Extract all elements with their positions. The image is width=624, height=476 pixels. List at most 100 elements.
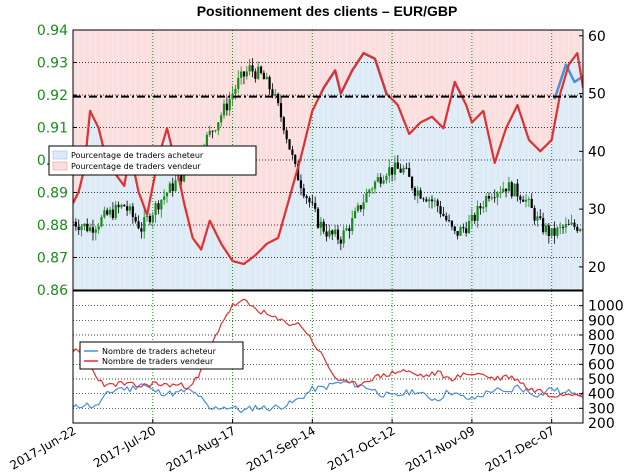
x-tick-label: 2017-Jul-20 xyxy=(91,423,158,470)
candle-body xyxy=(288,139,291,150)
candle-body xyxy=(396,162,399,169)
candle-body xyxy=(268,76,271,90)
candle-body xyxy=(279,103,283,118)
candle-body xyxy=(242,71,246,77)
candle-body xyxy=(126,206,129,211)
candle-body xyxy=(291,149,294,155)
candle-body xyxy=(499,191,502,193)
candle-body xyxy=(393,162,397,175)
candle-body xyxy=(106,210,109,215)
candle-body xyxy=(547,225,550,236)
candle-body xyxy=(399,168,402,173)
candle-body xyxy=(336,229,340,240)
candle-body xyxy=(148,215,152,223)
candle-body xyxy=(379,177,382,184)
candle-body xyxy=(134,216,137,222)
x-tick-label: 2017-Jun-22 xyxy=(8,423,79,472)
count-tick-label: 600 xyxy=(588,357,615,373)
count-tick-label: 900 xyxy=(588,313,615,329)
price-tick-label: 0.88 xyxy=(37,218,68,234)
price-tick-label: 0.92 xyxy=(37,88,68,104)
candle-body xyxy=(476,206,479,221)
candle-body xyxy=(174,180,177,192)
candle-body xyxy=(487,196,491,199)
candle-body xyxy=(559,226,562,228)
candle-body xyxy=(157,203,160,210)
candle-body xyxy=(103,210,106,218)
candle-body xyxy=(425,199,428,202)
candle-body xyxy=(248,65,251,72)
count-tick-label: 400 xyxy=(588,387,615,403)
candle-body xyxy=(522,199,525,202)
candle-body xyxy=(168,183,171,193)
candle-body xyxy=(325,231,328,237)
candle-body xyxy=(402,167,405,173)
candle-body xyxy=(220,115,223,123)
candle-body xyxy=(299,180,303,189)
candle-body xyxy=(180,174,183,182)
candle-body xyxy=(391,167,394,175)
candle-body xyxy=(114,204,117,219)
candle-body xyxy=(77,226,80,231)
candle-body xyxy=(530,198,533,208)
buyer-count-line xyxy=(73,380,583,414)
candle-body xyxy=(319,221,322,228)
candle-body xyxy=(553,228,556,236)
candle-body xyxy=(371,188,374,190)
candle-body xyxy=(140,228,143,232)
candle-body xyxy=(117,204,120,208)
candle-body xyxy=(433,200,436,202)
candle-body xyxy=(145,215,149,218)
count-tick-label: 1000 xyxy=(588,299,624,315)
candle-body xyxy=(376,177,379,182)
candle-body xyxy=(382,180,385,184)
candle-body xyxy=(527,198,530,200)
candle-body xyxy=(240,71,243,78)
candle-body xyxy=(447,220,451,221)
count-tick-label: 800 xyxy=(588,328,615,344)
count-tick-label: 300 xyxy=(588,401,615,417)
pct-tick-label: 30 xyxy=(588,202,606,218)
candle-body xyxy=(493,197,496,199)
pct-tick-label: 50 xyxy=(588,87,606,103)
candle-body xyxy=(567,224,570,225)
candle-body xyxy=(490,197,493,199)
candle-body xyxy=(450,220,454,227)
candle-body xyxy=(556,227,559,236)
candle-body xyxy=(507,182,511,192)
candle-body xyxy=(368,189,371,193)
candle-body xyxy=(502,188,505,192)
candle-body xyxy=(413,188,416,196)
candle-body xyxy=(485,196,488,208)
candle-body xyxy=(410,176,414,189)
x-tick-label: 2017-Dec-07 xyxy=(483,423,557,474)
candle-body xyxy=(137,221,140,229)
candle-body xyxy=(342,230,345,244)
candle-body xyxy=(430,199,434,202)
top-legend: Pourcentage de traders acheteur Pourcent… xyxy=(48,145,257,176)
count-tick-label: 700 xyxy=(588,343,615,359)
candle-body xyxy=(259,66,263,73)
candle-body xyxy=(479,206,482,209)
candle-body xyxy=(73,221,75,223)
candle-body xyxy=(228,99,231,111)
candle-body xyxy=(74,221,77,227)
legend-label-seller-count: Nombre de traders vendeur xyxy=(102,357,214,366)
candle-body xyxy=(294,154,297,164)
candle-body xyxy=(385,175,388,181)
top-legend-box xyxy=(48,145,257,176)
candle-body xyxy=(86,223,89,232)
candle-body xyxy=(542,218,545,233)
candle-body xyxy=(265,76,268,80)
buyer-pct-line-tail xyxy=(553,63,583,100)
candle-body xyxy=(208,130,211,135)
count-tick-label: 500 xyxy=(588,372,615,388)
candle-body xyxy=(365,192,368,203)
candle-body xyxy=(519,196,522,200)
candle-body xyxy=(165,192,169,197)
candle-body xyxy=(151,215,154,223)
candle-body xyxy=(285,130,288,140)
candle-body xyxy=(436,200,439,207)
bottom-legend: Nombre de traders acheteur Nombre de tra… xyxy=(79,341,244,370)
candle-body xyxy=(570,222,573,225)
